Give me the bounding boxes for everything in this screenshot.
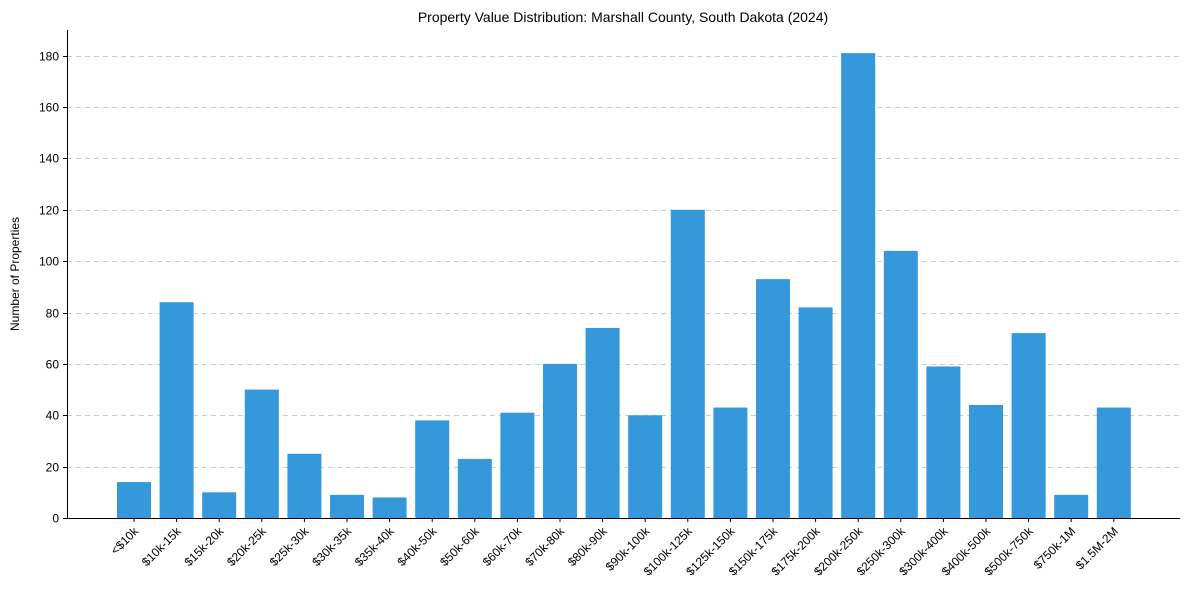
x-tick-label: $750k-1M <box>1031 524 1079 572</box>
bar <box>883 250 918 518</box>
y-axis-ticks: 0 20 40 60 80 100 120 140 160 180 <box>39 50 67 526</box>
x-tick-label: $60k-70k <box>480 524 526 570</box>
bars <box>117 53 1131 519</box>
x-axis-ticks: <$10k$10k-15k$15k-20k$20k-25k$25k-30k$30… <box>108 518 1121 578</box>
x-tick-label: $10k-15k <box>139 524 185 570</box>
bar <box>585 327 620 518</box>
y-axis-label: Number of Properties <box>8 217 22 331</box>
bar <box>1096 407 1131 518</box>
bar <box>756 279 790 518</box>
bar <box>543 363 577 518</box>
y-tick-label: 80 <box>46 307 60 321</box>
y-tick-label: 40 <box>46 409 60 423</box>
bar <box>415 420 450 518</box>
x-tick-label: $30k-35k <box>309 524 355 570</box>
bar <box>798 307 833 518</box>
bar <box>202 492 237 518</box>
x-tick-label: $25k-30k <box>267 524 313 570</box>
bar <box>330 494 364 518</box>
bar <box>926 366 961 518</box>
bar <box>372 497 407 518</box>
y-tick-label: 120 <box>39 204 59 218</box>
x-tick-label: $70k-80k <box>522 524 568 570</box>
bar <box>1054 494 1089 518</box>
bar <box>457 458 492 518</box>
bar <box>1011 333 1046 518</box>
y-tick-label: 0 <box>52 512 59 526</box>
x-tick-label: $15k-20k <box>182 524 228 570</box>
x-tick-label: $35k-40k <box>352 524 398 570</box>
x-tick-label: $1.5M-2M <box>1073 524 1121 572</box>
bar <box>713 407 748 518</box>
x-tick-label: $50k-60k <box>437 524 483 570</box>
y-tick-label: 100 <box>39 255 59 269</box>
bar <box>670 209 705 518</box>
bar <box>244 389 279 518</box>
y-tick-label: 60 <box>46 358 60 372</box>
y-tick-label: 140 <box>39 152 59 166</box>
bar <box>159 302 194 518</box>
bar <box>117 482 151 518</box>
bar <box>500 412 535 518</box>
x-tick-label: $20k-25k <box>224 524 270 570</box>
chart-title: Property Value Distribution: Marshall Co… <box>418 9 828 25</box>
y-tick-label: 160 <box>39 101 59 115</box>
bar <box>287 453 322 518</box>
y-tick-label: 20 <box>46 461 60 475</box>
bar <box>628 415 663 518</box>
y-tick-label: 180 <box>39 50 59 64</box>
bar <box>969 404 1003 518</box>
x-tick-label: <$10k <box>108 524 142 558</box>
x-tick-label: $40k-50k <box>395 524 441 570</box>
bar <box>841 53 876 519</box>
